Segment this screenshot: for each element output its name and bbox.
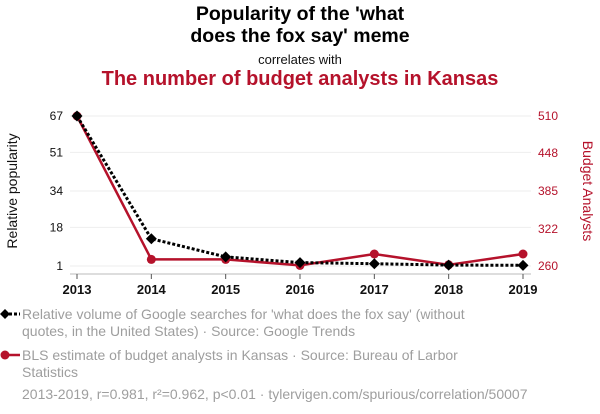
x-tick-label: 2016 bbox=[286, 282, 315, 297]
x-tick-label: 2017 bbox=[360, 282, 389, 297]
y-axis-label: Relative popularity bbox=[4, 133, 20, 248]
data-point-google-searches bbox=[443, 259, 455, 271]
y-right-tick-label: 510 bbox=[538, 109, 558, 123]
y-tick-label: 34 bbox=[50, 184, 64, 198]
legend-label-line-1: BLS estimate of budget analysts in Kansa… bbox=[22, 347, 458, 363]
chart-title-line-1: Popularity of the 'what bbox=[195, 3, 405, 25]
x-tick-label: 2019 bbox=[509, 282, 538, 297]
legend-circle-icon bbox=[0, 350, 10, 360]
y-tick-label: 1 bbox=[56, 259, 63, 273]
data-point-budget-analysts bbox=[369, 249, 379, 259]
y-right-tick-label: 385 bbox=[538, 184, 558, 198]
legend-item-budget-analysts: BLS estimate of budget analysts in Kansa… bbox=[22, 347, 502, 381]
x-tick-label: 2015 bbox=[211, 282, 240, 297]
x-tick-label: 2018 bbox=[434, 282, 463, 297]
data-point-google-searches bbox=[220, 251, 232, 263]
y-tick-label: 51 bbox=[50, 145, 64, 159]
data-point-budget-analysts bbox=[518, 249, 528, 259]
legend-diamond-icon bbox=[0, 309, 10, 319]
data-point-google-searches bbox=[294, 257, 306, 269]
data-point-google-searches bbox=[368, 258, 380, 270]
legend-item-google-searches: Relative volume of Google searches for '… bbox=[22, 306, 502, 340]
x-tick-label: 2014 bbox=[137, 282, 167, 297]
x-tick-label: 2013 bbox=[63, 282, 92, 297]
legend-label-line-2: Statistics bbox=[22, 364, 79, 380]
data-point-budget-analysts bbox=[146, 254, 156, 264]
y-right-axis-label: Budget Analysts bbox=[580, 141, 596, 241]
y-tick-label: 18 bbox=[50, 220, 64, 234]
legend-label-line-1: Relative volume of Google searches for '… bbox=[22, 306, 465, 322]
chart-title-line-2: does the fox say' meme bbox=[190, 25, 410, 47]
y-right-tick-label: 322 bbox=[538, 222, 558, 236]
chart-subtitle: correlates with bbox=[258, 52, 342, 67]
y-right-tick-label: 260 bbox=[538, 259, 558, 273]
data-point-google-searches bbox=[145, 233, 157, 245]
y-tick-label: 67 bbox=[50, 109, 64, 123]
data-point-google-searches bbox=[71, 110, 83, 122]
y-right-tick-label: 448 bbox=[538, 146, 558, 160]
data-point-google-searches bbox=[517, 259, 529, 271]
chart-footer: 2013-2019, r=0.981, r²=0.962, p<0.01 · t… bbox=[22, 386, 528, 402]
chart-title-secondary: The number of budget analysts in Kansas bbox=[101, 68, 499, 90]
legend-label-line-2: quotes, in the United States) · Source: … bbox=[22, 323, 356, 339]
